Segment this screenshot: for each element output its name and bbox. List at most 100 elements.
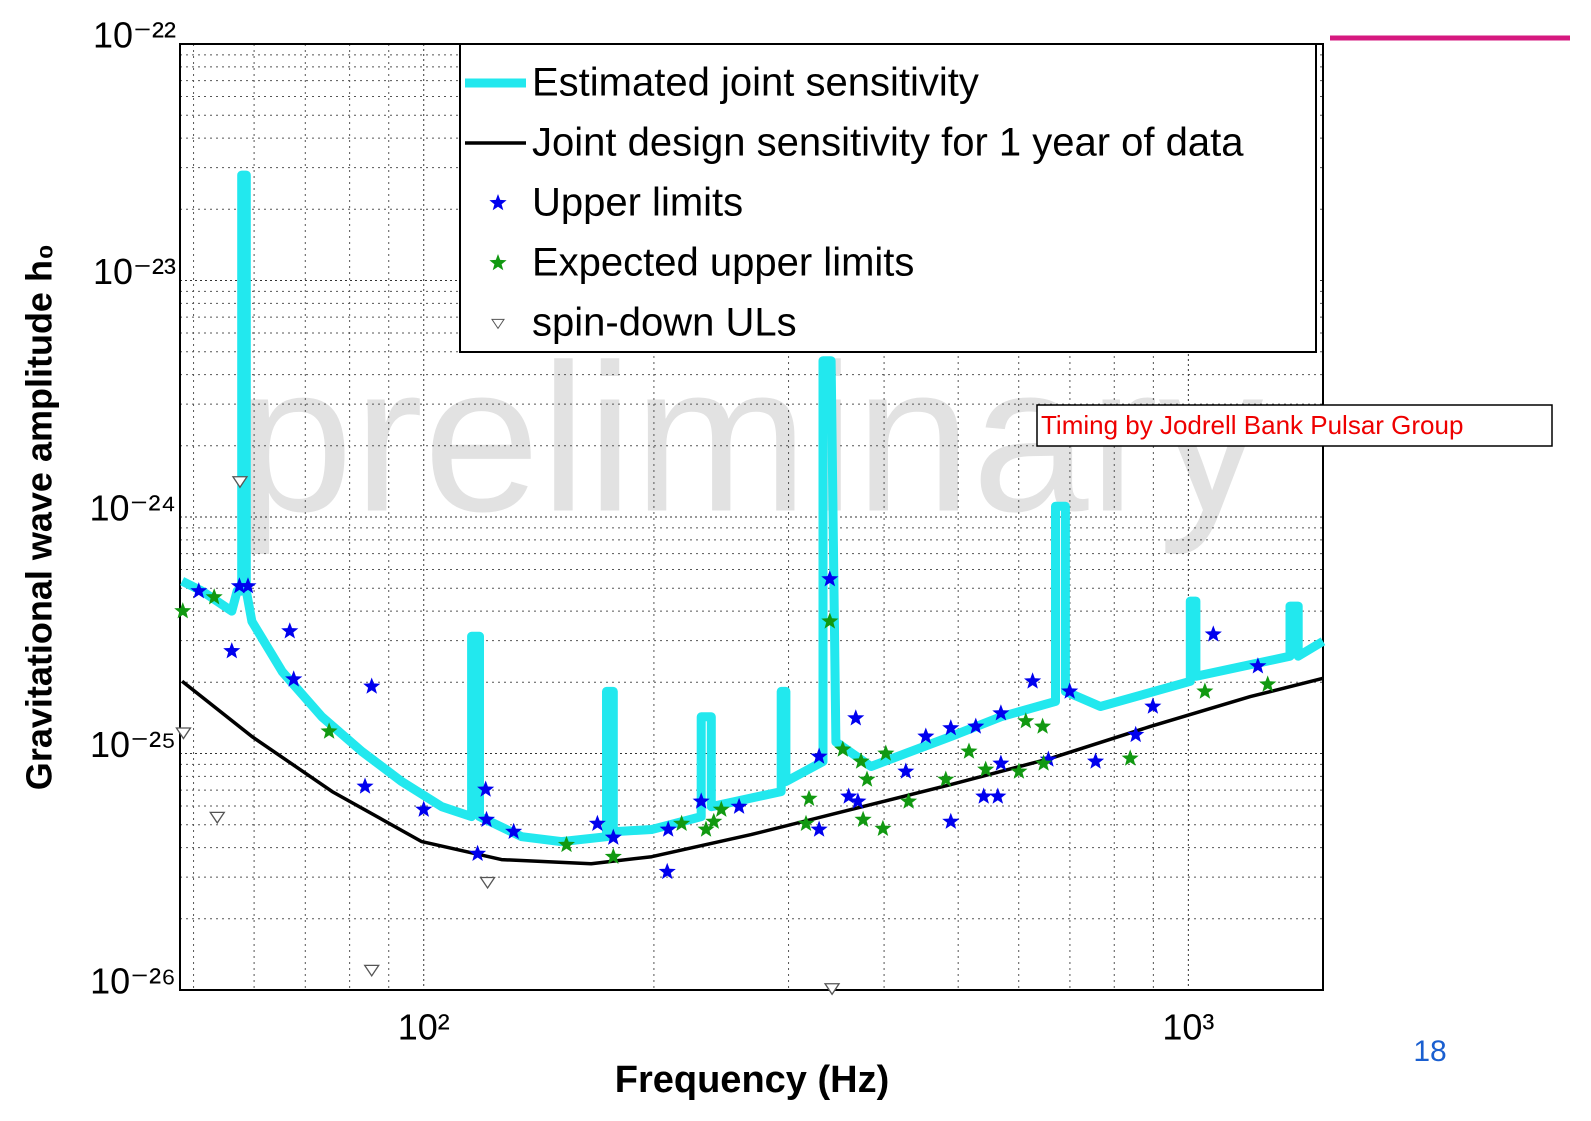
y-tick-label: 10⁻²² xyxy=(93,15,176,56)
star-marker xyxy=(992,754,1010,771)
star-marker xyxy=(659,820,677,837)
star-marker xyxy=(230,577,248,594)
triangle-marker xyxy=(479,876,496,890)
star-marker xyxy=(797,814,815,831)
star-marker xyxy=(852,752,870,769)
star-marker xyxy=(604,847,622,864)
y-tick-label: 10⁻²⁶ xyxy=(90,961,176,1002)
legend-label: spin-down ULs xyxy=(532,301,797,345)
annotation-box xyxy=(1036,404,1553,447)
star-marker xyxy=(821,570,839,587)
star-marker xyxy=(281,622,299,639)
y-tick-label: 10⁻²⁵ xyxy=(90,724,176,765)
x-axis-label: Frequency (Hz) xyxy=(615,1059,889,1101)
star-marker xyxy=(673,814,691,831)
star-marker xyxy=(1035,754,1053,771)
star-marker xyxy=(505,822,523,839)
star-marker xyxy=(356,777,374,794)
star-marker xyxy=(1204,625,1222,642)
star-marker xyxy=(712,800,730,817)
star-marker xyxy=(960,742,978,759)
star-marker xyxy=(697,820,715,837)
annotation: Timing by Jodrell Bank Pulsar Group xyxy=(1041,410,1463,440)
star-marker xyxy=(1010,762,1028,779)
star-marker xyxy=(363,677,381,694)
star-marker xyxy=(469,844,487,861)
legend-label: Joint design sensitivity for 1 year of d… xyxy=(532,121,1244,165)
star-marker xyxy=(285,670,303,687)
star-marker xyxy=(190,582,208,599)
star-marker xyxy=(477,780,495,797)
legend-box xyxy=(459,43,1317,353)
star-marker xyxy=(1061,682,1079,699)
star-marker xyxy=(810,747,828,764)
star-marker xyxy=(174,602,192,619)
star-marker xyxy=(849,792,867,809)
star-marker xyxy=(692,792,710,809)
x-tick-label: 10³ xyxy=(1162,1007,1214,1048)
star-marker xyxy=(854,810,872,827)
star-marker xyxy=(320,722,338,739)
star-marker xyxy=(588,814,606,831)
legend-label: Upper limits xyxy=(532,181,743,225)
legend-swatch xyxy=(491,318,505,330)
star-marker xyxy=(1024,672,1042,689)
star-marker xyxy=(223,642,241,659)
triangle-marker xyxy=(175,727,192,740)
star-marker xyxy=(967,717,985,734)
page-number: 18 xyxy=(1413,1035,1446,1068)
star-marker xyxy=(975,787,993,804)
triangle-marker xyxy=(209,811,226,825)
triangle-marker xyxy=(363,964,380,978)
star-marker xyxy=(821,612,839,629)
star-marker xyxy=(658,862,676,880)
legend-swatch xyxy=(489,254,507,271)
star-marker xyxy=(877,744,895,761)
series-line xyxy=(180,170,1326,847)
star-marker xyxy=(1259,675,1277,692)
star-marker xyxy=(840,787,858,804)
star-marker xyxy=(730,797,748,814)
legend-label: Expected upper limits xyxy=(532,241,914,285)
x-tick-label: 10² xyxy=(398,1007,450,1048)
triangle-marker xyxy=(823,983,841,996)
star-marker xyxy=(917,727,935,744)
star-marker xyxy=(942,812,960,829)
star-marker xyxy=(205,588,223,605)
star-marker xyxy=(834,740,852,757)
star-marker xyxy=(477,810,495,827)
star-marker xyxy=(1017,712,1035,729)
star-marker xyxy=(858,770,876,787)
star-marker xyxy=(989,787,1007,804)
legend-swatch xyxy=(489,194,507,211)
star-marker xyxy=(604,828,622,845)
star-marker xyxy=(1144,697,1162,714)
star-marker xyxy=(557,835,575,853)
y-tick-label: 10⁻²³ xyxy=(93,251,176,292)
star-marker xyxy=(897,762,915,779)
star-marker xyxy=(1121,749,1139,766)
star-marker xyxy=(1249,657,1267,674)
star-marker xyxy=(810,820,828,837)
star-marker xyxy=(1039,750,1057,767)
star-marker xyxy=(874,819,892,836)
star-marker xyxy=(1087,752,1105,769)
star-marker xyxy=(705,812,723,829)
legend-label: Estimated joint sensitivity xyxy=(532,61,979,105)
star-marker xyxy=(1034,717,1052,734)
star-marker xyxy=(992,704,1010,721)
star-marker xyxy=(800,789,818,806)
star-marker xyxy=(937,770,955,787)
star-marker xyxy=(942,719,960,736)
star-marker xyxy=(1127,725,1145,743)
star-marker xyxy=(239,577,257,594)
star-marker xyxy=(847,709,865,726)
star-marker xyxy=(1196,682,1214,699)
star-marker xyxy=(977,760,995,777)
y-tick-label: 10⁻²⁴ xyxy=(89,488,176,529)
star-marker xyxy=(900,792,918,809)
y-axis-label: Gravitational wave amplitude h₀ xyxy=(19,244,60,790)
star-marker xyxy=(415,800,433,817)
triangle-marker xyxy=(231,476,249,489)
